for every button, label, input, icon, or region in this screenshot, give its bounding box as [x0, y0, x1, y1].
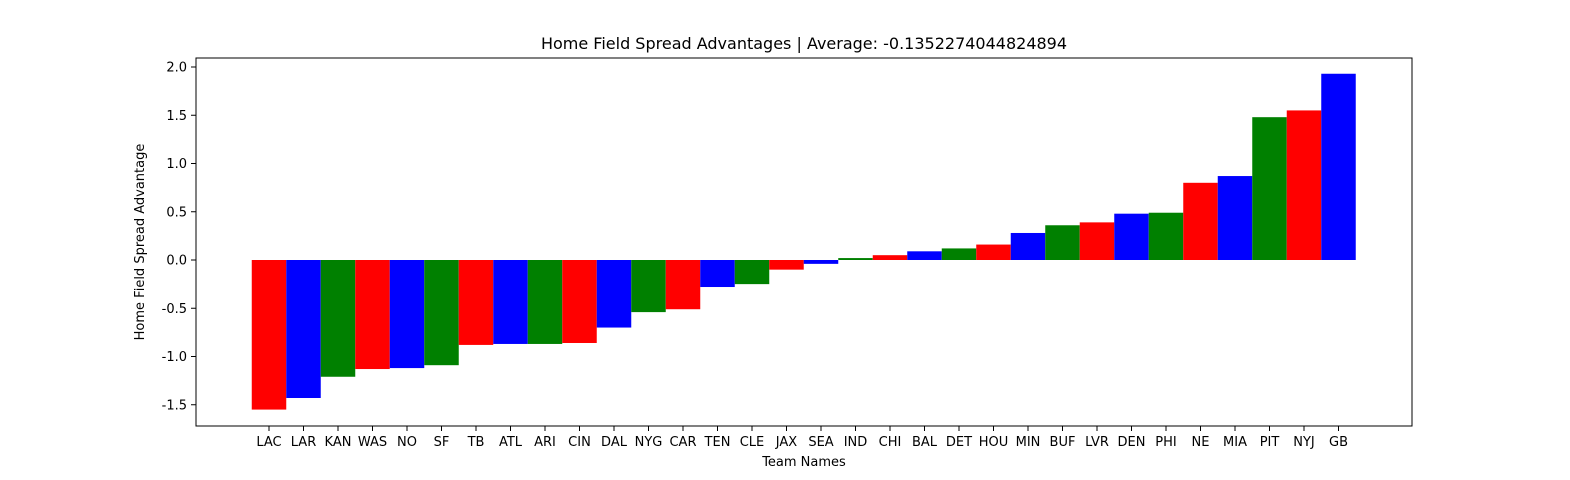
x-tick-label-buf: BUF [1050, 435, 1076, 450]
bar-dal [596, 260, 632, 328]
y-axis-ticks: -1.5 -1.0 -0.5 0.0 0.5 1.0 1.5 2.0 [162, 61, 196, 413]
x-tick-label-ten: TEN [704, 435, 731, 450]
x-tick-label-jax: JAX [775, 435, 797, 450]
y-tick-label: -1.5 [162, 398, 187, 413]
x-tick-label-chi: CHI [879, 435, 902, 450]
bar-car [665, 260, 701, 310]
x-axis-ticks: LAC LAR KAN WAS NO SF TB ATL ARI CIN DAL NYG CAR TEN C… [256, 426, 1348, 450]
bar-cin [562, 260, 597, 343]
x-tick-label-no: NO [397, 435, 417, 450]
x-tick-label-lar: LAR [291, 435, 316, 450]
x-tick-label-lvr: LVR [1085, 435, 1109, 450]
bar-sea [803, 260, 839, 264]
x-tick-label-hou: HOU [979, 435, 1009, 450]
x-tick-label-phi: PHI [1155, 435, 1176, 450]
x-tick-label-cin: CIN [568, 435, 591, 450]
x-tick-label-sea: SEA [808, 435, 833, 450]
bar-hou [976, 244, 1011, 260]
x-tick-label-sf: SF [434, 435, 450, 450]
x-tick-label-kan: KAN [325, 435, 352, 450]
bar-ne [1183, 182, 1218, 260]
bar-chi [872, 255, 908, 260]
x-tick-label-gb: GB [1329, 435, 1348, 450]
x-tick-label-atl: ATL [499, 435, 523, 450]
plot-frame [195, 57, 1413, 427]
bar-no [389, 260, 425, 369]
bar-buf [1045, 225, 1080, 260]
plot-area [195, 57, 1413, 427]
bar-den [1114, 213, 1149, 260]
y-tick-label: -0.5 [162, 302, 187, 317]
x-tick-label-min: MIN [1016, 435, 1041, 450]
bar-ari [527, 260, 563, 344]
y-tick-label: 1.5 [166, 109, 187, 124]
x-tick-label-car: CAR [669, 435, 696, 450]
y-tick-label: 0.5 [166, 205, 187, 220]
x-tick-label-pit: PIT [1260, 435, 1280, 450]
y-tick-label: 0.0 [166, 254, 187, 269]
bar-bal [907, 251, 942, 260]
bar-nyg [631, 260, 666, 313]
x-tick-label-nyj: NYJ [1293, 435, 1315, 450]
bar-mia [1217, 176, 1253, 260]
bar-cle [734, 260, 770, 285]
bar-lar [286, 260, 321, 398]
y-tick-label: 1.0 [166, 157, 187, 172]
x-tick-label-dal: DAL [601, 435, 628, 450]
x-tick-label-den: DEN [1118, 435, 1146, 450]
x-tick-label-tb: TB [467, 435, 485, 450]
bar-atl [493, 260, 528, 344]
bar-gb [1321, 73, 1356, 260]
bar-pit [1252, 117, 1287, 261]
bars [251, 73, 1356, 410]
bar-min [1010, 232, 1046, 260]
x-axis-label: Team Names [761, 455, 846, 470]
x-tick-label-cle: CLE [740, 435, 765, 450]
bar-ten [700, 260, 735, 288]
bar-kan [320, 260, 356, 377]
bar-jax [769, 260, 804, 270]
bar-was [355, 260, 390, 370]
bar-lac [251, 260, 287, 410]
x-tick-label-ari: ARI [534, 435, 556, 450]
bar-sf [424, 260, 459, 366]
chart-title: Home Field Spread Advantages | Average: … [541, 34, 1067, 53]
x-tick-label-bal: BAL [912, 435, 938, 450]
x-tick-label-mia: MIA [1223, 435, 1247, 450]
bar-nyj [1286, 110, 1322, 260]
bar-lvr [1079, 222, 1115, 260]
bar-det [941, 248, 977, 260]
y-tick-label: -1.0 [162, 350, 187, 365]
x-tick-label-was: WAS [358, 435, 387, 450]
x-tick-label-det: DET [946, 435, 972, 450]
bar-tb [458, 260, 494, 345]
y-tick-label: 2.0 [166, 61, 187, 76]
x-tick-label-nyg: NYG [635, 435, 663, 450]
x-tick-label-ind: IND [844, 435, 868, 450]
y-axis-label: Home Field Spread Advantage [133, 144, 148, 341]
bar-phi [1148, 212, 1184, 260]
x-tick-label-ne: NE [1192, 435, 1210, 450]
x-tick-label-lac: LAC [256, 435, 281, 450]
bar-ind [838, 258, 873, 260]
